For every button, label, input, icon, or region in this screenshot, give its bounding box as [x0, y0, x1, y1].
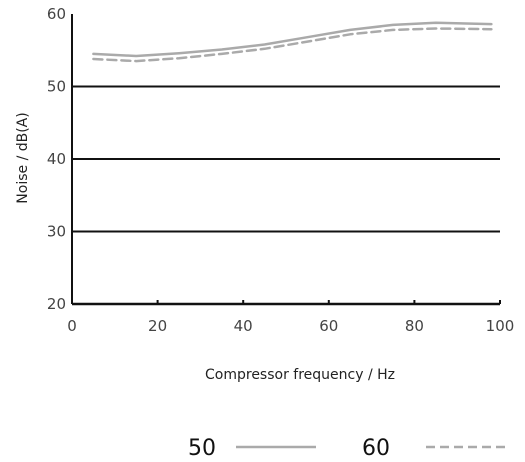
legend-label-50: 50	[188, 436, 216, 461]
y-axis-label: Noise / dB(A)	[15, 112, 31, 203]
x-tick-label-40: 40	[234, 317, 253, 335]
y-tick-label-50: 50	[47, 78, 66, 96]
y-tick-label-30: 30	[47, 223, 66, 241]
y-tick-label-60: 60	[47, 5, 66, 23]
series-line-50	[92, 21, 493, 58]
series-line-60	[92, 27, 493, 63]
grid-layer	[72, 85, 500, 233]
x-tick-label-100: 100	[486, 317, 515, 335]
x-tick-label-0: 0	[67, 317, 77, 335]
x-axis-label: Compressor frequency / Hz	[205, 367, 395, 383]
legend-label-60: 60	[362, 436, 390, 461]
x-tick-label-20: 20	[148, 317, 167, 335]
legend: 50 60	[188, 436, 508, 461]
x-tick-label-60: 60	[319, 317, 338, 335]
series-layer	[92, 21, 493, 63]
y-tick-label-40: 40	[47, 150, 66, 168]
x-tick-label-80: 80	[405, 317, 424, 335]
y-tick-label-20: 20	[47, 295, 66, 313]
